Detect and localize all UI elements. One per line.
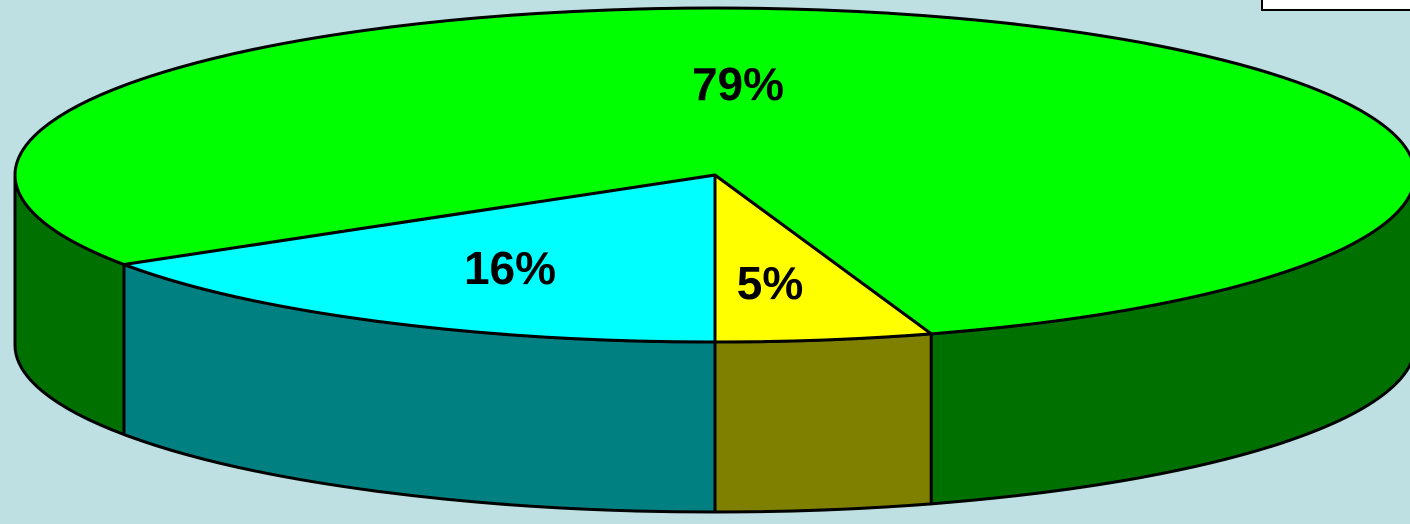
- slice: [122, 173, 717, 344]
- slice: [713, 173, 933, 344]
- legend-box: [1261, 0, 1410, 11]
- data-label: 79%: [692, 58, 784, 110]
- data-label: 16%: [464, 242, 556, 294]
- data-label: 5%: [737, 257, 803, 309]
- slice-side: [713, 332, 933, 514]
- slice: [13, 6, 1410, 336]
